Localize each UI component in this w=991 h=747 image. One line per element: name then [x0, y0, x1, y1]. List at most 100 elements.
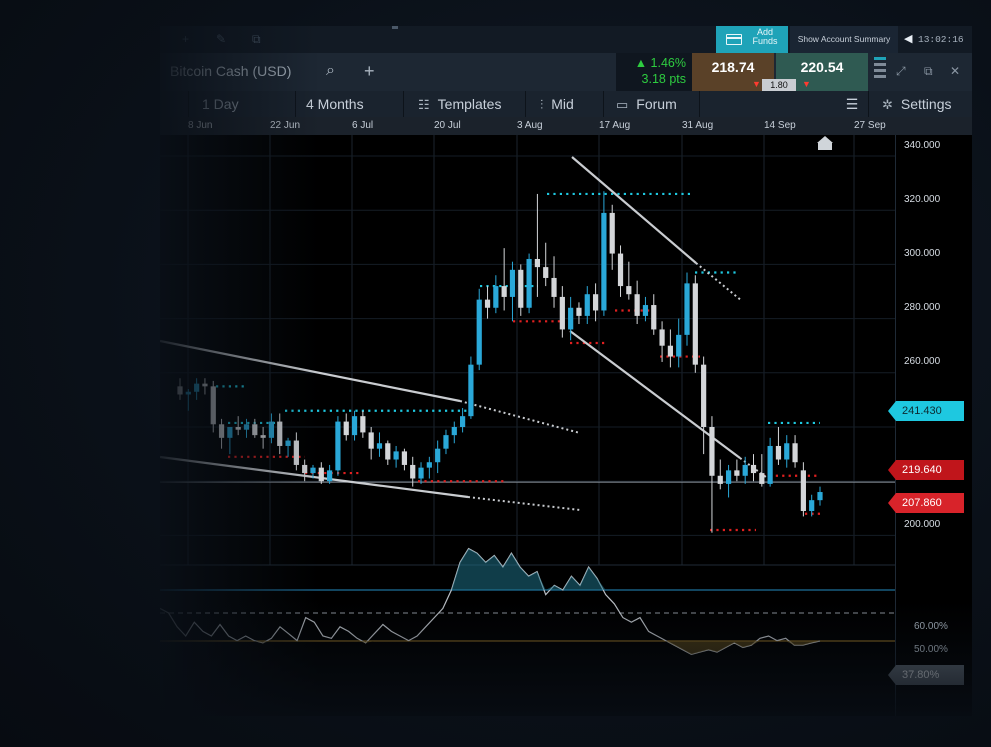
- candle-body: [667, 345, 673, 357]
- candle-body: [401, 451, 408, 465]
- candle-body: [302, 464, 308, 474]
- change-points: 3.18 pts: [641, 72, 686, 86]
- mini-chart-icon[interactable]: [874, 57, 886, 85]
- candle-body: [792, 443, 798, 463]
- indicator-oversold-area: [160, 641, 820, 655]
- candle-body: [493, 286, 499, 308]
- add-funds-button[interactable]: Add Funds: [716, 26, 788, 53]
- candle-body: [559, 296, 565, 330]
- candle-body: [725, 470, 732, 484]
- candle-body: [742, 464, 748, 476]
- sell-price: 218.74: [711, 59, 755, 75]
- candle-body: [767, 445, 773, 484]
- candle-body: [185, 391, 191, 395]
- candle-body: [376, 443, 383, 449]
- date-tick: 31 Aug: [682, 120, 714, 131]
- date-tick: 20 Jul: [434, 120, 461, 131]
- price-change: ▲ 1.46% 3.18 pts: [616, 53, 692, 91]
- candle-body: [218, 424, 225, 438]
- range-select[interactable]: 4 Months: [296, 91, 404, 117]
- plus-icon[interactable]: +: [182, 32, 190, 46]
- candle-body: [252, 424, 258, 436]
- edit-icon[interactable]: ✎: [216, 32, 227, 46]
- candle-body: [634, 294, 640, 316]
- candle-body: [476, 299, 482, 365]
- candle-body: [784, 443, 790, 460]
- candle-body: [310, 467, 316, 474]
- add-funds-label: Add Funds: [752, 27, 778, 46]
- chart-toolbar: 1 Day 4 Months ☷ Templates ⫶ Mid ▭ Forum ☰ …: [160, 91, 972, 118]
- price-tick: 200.000: [904, 519, 941, 530]
- price-chart[interactable]: [160, 135, 895, 716]
- candle-body: [194, 383, 200, 392]
- top-bar: + ✎ ⧉ Add Funds Show Account Summary ◀ 1…: [160, 26, 972, 53]
- expand-icon[interactable]: ⤢: [896, 64, 906, 78]
- buy-down-arrow-icon: ▼: [802, 79, 811, 89]
- candle-body: [800, 470, 806, 512]
- candle-body: [759, 473, 765, 484]
- home-icon[interactable]: [817, 136, 833, 143]
- date-axis: 8 Jun 22 Jun 6 Jul 20 Jul 3 Aug 17 Aug 3…: [160, 117, 972, 135]
- candle-body: [659, 329, 665, 346]
- candle-body: [335, 421, 341, 471]
- support-price-badge: 207.860: [888, 493, 964, 513]
- candle-body: [410, 464, 416, 479]
- candle-body: [609, 212, 615, 254]
- chevron-left-icon[interactable]: ◀: [904, 33, 913, 45]
- popout-icon[interactable]: ⧉: [252, 32, 261, 46]
- candle-body: [277, 421, 283, 446]
- candle-body: [601, 212, 607, 311]
- candle-body: [592, 294, 599, 311]
- close-icon[interactable]: ✕: [950, 64, 961, 78]
- candle-body: [426, 462, 432, 468]
- date-tick: 17 Aug: [599, 120, 631, 131]
- indicator-overbought-area: [160, 548, 820, 590]
- trendline-extension: [467, 496, 581, 511]
- account-summary-button[interactable]: Show Account Summary: [790, 26, 898, 53]
- trendline-extension: [695, 262, 743, 302]
- candle-body: [393, 451, 399, 460]
- candle-body: [268, 421, 275, 438]
- candle-body: [501, 286, 507, 297]
- instrument-name[interactable]: Bitcoin Cash (USD): [170, 63, 292, 79]
- settings-button[interactable]: ✲ Settings: [868, 91, 972, 117]
- candle-body: [177, 386, 183, 395]
- candle-body: [584, 294, 590, 316]
- mid-button[interactable]: ⫶ Mid: [526, 91, 604, 117]
- home-icon-base: [818, 143, 832, 150]
- candle-body: [293, 440, 299, 465]
- detach-icon[interactable]: ⧉: [924, 64, 933, 78]
- candle-body: [509, 269, 516, 297]
- templates-button[interactable]: ☷ Templates: [404, 91, 526, 117]
- candle-body: [642, 305, 649, 316]
- candle-body: [701, 364, 707, 427]
- forum-button[interactable]: ▭ Forum: [604, 91, 700, 117]
- candle-body: [809, 500, 815, 512]
- sell-button[interactable]: 218.74: [692, 53, 774, 91]
- candle-body: [526, 258, 532, 308]
- candle-body: [210, 386, 216, 425]
- candle-body: [543, 267, 549, 278]
- trendline-extension: [459, 400, 581, 434]
- toolbar-grip[interactable]: [160, 91, 189, 117]
- candle-body: [651, 305, 657, 330]
- date-tick: 27 Sep: [854, 120, 886, 131]
- candle-body: [692, 283, 698, 365]
- interval-select[interactable]: 1 Day: [188, 91, 296, 117]
- templates-label: Templates: [437, 96, 502, 112]
- search-icon[interactable]: ⌕: [326, 62, 335, 79]
- add-instrument-icon[interactable]: +: [364, 61, 375, 81]
- clock: 13:02:16: [918, 34, 964, 45]
- price-tick: 260.000: [904, 356, 941, 367]
- candle-body: [285, 440, 291, 446]
- sell-down-arrow-icon: ▼: [752, 79, 761, 89]
- price-tick: 300.000: [904, 248, 941, 259]
- candle-body: [617, 253, 624, 287]
- menu-icon[interactable]: ☰: [836, 91, 869, 117]
- date-tick: 6 Jul: [352, 120, 374, 131]
- candle-body: [235, 427, 241, 430]
- candle-body: [734, 470, 740, 476]
- settings-label: Settings: [900, 96, 952, 112]
- price-tick: 320.000: [904, 194, 941, 205]
- buy-button[interactable]: 220.54: [776, 53, 868, 91]
